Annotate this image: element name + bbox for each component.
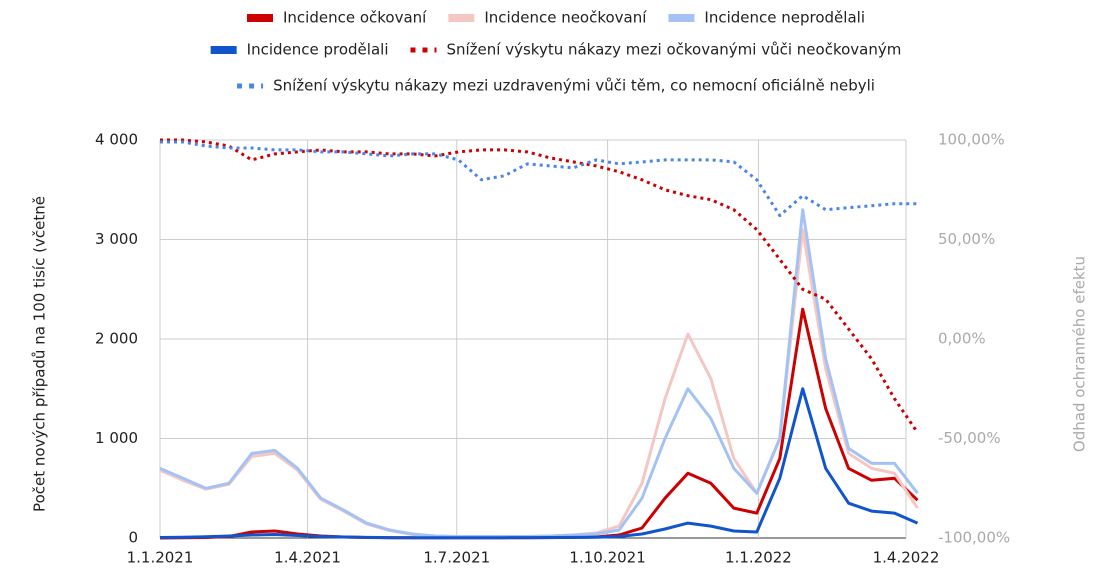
legend-label: Incidence očkovaní xyxy=(283,9,427,27)
legend-swatch xyxy=(247,14,274,22)
y2-tick-label: -50,00% xyxy=(938,429,1001,447)
legend-swatch xyxy=(448,14,475,22)
y2-axis-title: Odhad ochranného efektu xyxy=(1071,256,1089,452)
series-line xyxy=(159,307,919,540)
x-tick-label: 1.4.2022 xyxy=(873,549,940,567)
legend-swatch xyxy=(210,46,237,54)
x-tick-label: 1.7.2021 xyxy=(423,549,490,567)
x-tick-label: 1.1.2022 xyxy=(725,549,792,567)
y-tick-label: 0 xyxy=(128,529,138,547)
legend-label: Snížení výskytu nákazy mezi očkovanými v… xyxy=(446,41,901,59)
y2-tick-label: -100,00% xyxy=(938,529,1010,547)
y-tick-label: 3 000 xyxy=(95,230,138,248)
y2-tick-label: 50,00% xyxy=(938,230,995,248)
legend-label: Incidence neprodělali xyxy=(704,9,865,27)
legend-label: Snížení výskytu nákazy mezi uzdravenými … xyxy=(273,77,875,95)
legend-label: Incidence prodělali xyxy=(247,41,389,59)
y2-tick-label: 0,00% xyxy=(938,330,986,348)
y-tick-label: 1 000 xyxy=(95,429,138,447)
y-tick-label: 2 000 xyxy=(95,330,138,348)
series-line xyxy=(159,387,919,540)
legend-swatch xyxy=(668,14,695,22)
y-axis-title: Počet nových případů na 100 tisíc (včetn… xyxy=(31,196,49,512)
x-tick-label: 1.10.2021 xyxy=(569,549,645,567)
legend-label: Incidence neočkovaní xyxy=(484,9,647,27)
y2-tick-label: 100,00% xyxy=(938,131,1005,149)
y-tick-label: 4 000 xyxy=(95,131,138,149)
series-line xyxy=(160,140,918,218)
series-line xyxy=(159,208,919,538)
x-tick-label: 1.4.2021 xyxy=(274,549,341,567)
x-tick-label: 1.1.2021 xyxy=(127,549,194,567)
series-line xyxy=(160,138,919,434)
series-line xyxy=(159,228,919,539)
